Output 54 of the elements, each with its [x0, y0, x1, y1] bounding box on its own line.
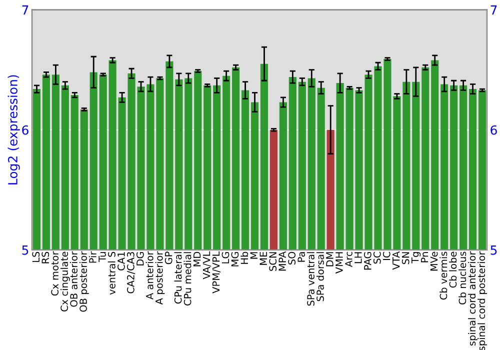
- x-tick-label: LS: [32, 252, 40, 262]
- x-tick-label: Arc: [345, 252, 352, 267]
- y-tick-label: 7: [22, 5, 28, 15]
- x-tick-label: OB posterior: [79, 251, 89, 312]
- x-tick-label: Pa: [298, 252, 305, 262]
- x-tick-label: CA1: [118, 252, 125, 270]
- x-tick-label: Tu: [98, 252, 106, 262]
- y-tick-label: 6: [22, 125, 28, 135]
- x-tick-label: MG: [231, 252, 239, 266]
- x-tick-label: spinal cord anterior: [468, 251, 478, 346]
- y-tick-label: 5: [22, 246, 28, 255]
- x-tick-label: Cb vermis: [440, 252, 448, 300]
- x-tick-label: RS: [42, 252, 50, 264]
- y2-tick-label: 7: [490, 5, 497, 15]
- x-tick-label: Cx motor: [51, 251, 59, 296]
- y2-tick-label: 6: [490, 125, 497, 135]
- x-tick-label: VMH: [336, 252, 343, 274]
- x-tick-label: VPM/VPL: [212, 251, 220, 294]
- x-tick-label: OB anterior: [70, 251, 78, 307]
- x-tick-label: DG: [136, 252, 144, 266]
- x-tick-label: SPa ventral: [306, 252, 314, 306]
- x-tick-label: Cx cingulate: [60, 252, 70, 312]
- x-tick-label: SN: [402, 252, 410, 264]
- y-axis-title: Log2 (expression): [8, 75, 20, 184]
- x-tick-label: Pir: [88, 251, 96, 263]
- x-tick-label: PAG: [364, 252, 372, 270]
- x-tick-label: ME: [260, 252, 267, 265]
- x-tick-label: CA2/CA3: [127, 252, 136, 294]
- x-tick-label: VTA: [392, 251, 400, 270]
- x-tick-label: CPu lateral: [174, 252, 182, 304]
- x-tick-label: Cb lobe: [449, 252, 457, 288]
- x-tick-label: Hb: [240, 252, 248, 264]
- x-tick-label: MD: [193, 252, 201, 266]
- x-tick-label: LG: [222, 252, 230, 264]
- x-tick-label: ventral S: [108, 252, 116, 295]
- x-tick-label: SCN: [269, 252, 277, 271]
- x-tick-label: GP: [164, 252, 172, 264]
- x-tick-label: A anterior: [146, 251, 154, 300]
- x-tick-label: IC: [382, 252, 390, 260]
- x-tick-label: SPa dorsal: [316, 252, 324, 302]
- x-tick-label: SO: [288, 252, 296, 264]
- x-tick-label: DM: [326, 252, 334, 266]
- x-tick-label: MPA: [278, 251, 286, 271]
- y2-tick-label: 5: [490, 246, 497, 255]
- x-tick-label: M: [250, 252, 258, 259]
- x-tick-label: SC: [373, 252, 381, 264]
- x-tick-label: MVe: [430, 252, 438, 271]
- x-tick-label: VA/VL: [202, 251, 211, 280]
- x-tick-label: Tg: [412, 252, 421, 264]
- x-tick-label: A posterior: [155, 251, 165, 305]
- x-tick-label: Cb nucleus: [458, 252, 466, 304]
- x-tick-label: LH: [354, 252, 362, 264]
- x-tick-label: CPu medial: [184, 252, 192, 306]
- x-tick-label: Pn: [420, 252, 428, 262]
